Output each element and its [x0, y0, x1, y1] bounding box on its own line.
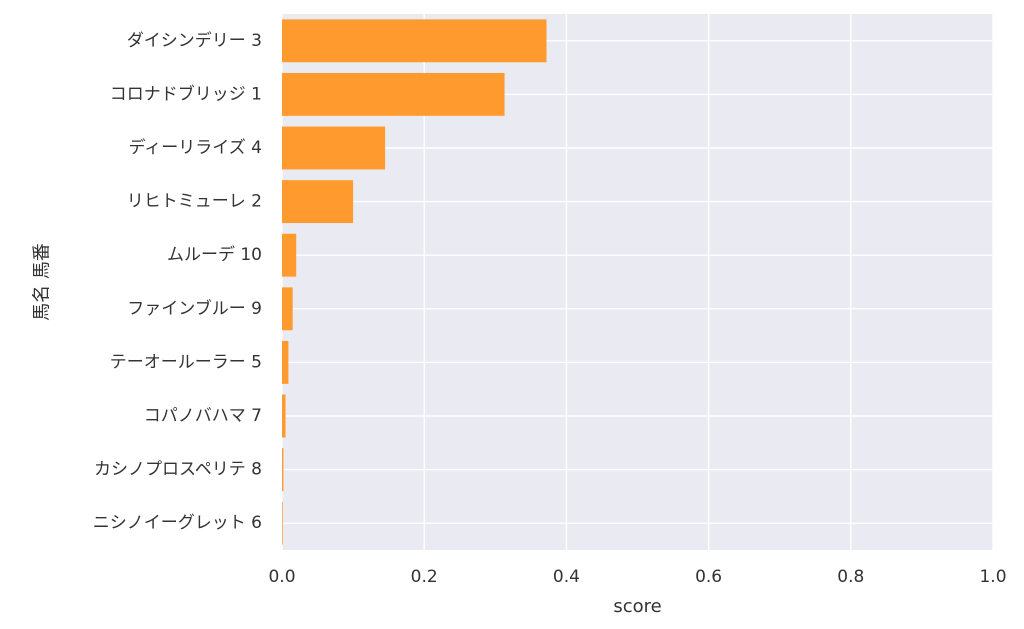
x-tick-label: 0.2 [411, 567, 438, 587]
x-tick-label: 0.6 [695, 567, 722, 587]
y-tick-label: ニシノイーグレット 6 [93, 513, 262, 533]
x-tick-label: 0.0 [268, 567, 295, 587]
bar [282, 501, 283, 545]
y-axis-title: 馬名 馬番 [32, 243, 53, 321]
x-tick-label: 1.0 [979, 567, 1006, 587]
y-tick-label: リヒトミューレ 2 [127, 192, 262, 212]
bar [282, 287, 293, 331]
bar [282, 126, 386, 170]
bars [282, 19, 547, 545]
bar [282, 340, 289, 384]
y-tick-label: コロナドブリッジ 1 [110, 83, 262, 104]
x-tick-label: 0.4 [553, 567, 580, 587]
bar [282, 394, 286, 438]
y-tick-label: ディーリライズ 4 [128, 137, 262, 158]
x-axis-title: score [613, 596, 661, 617]
y-tick-label: ダイシンデリー 3 [127, 30, 262, 51]
bar [282, 180, 354, 224]
x-tick-label: 0.8 [837, 567, 864, 587]
y-tick-label: テーオールーラー 5 [110, 352, 262, 372]
bar [282, 233, 297, 277]
x-tick-labels: 0.0 0.2 0.4 0.6 0.8 1.0 [268, 567, 1006, 587]
bar [282, 19, 547, 63]
y-tick-labels: ダイシンデリー 3 コロナドブリッジ 1 ディーリライズ 4 リヒトミューレ 2 ムルー… [93, 30, 262, 533]
bar [282, 448, 284, 492]
y-tick-label: カシノプロスペリテ 8 [94, 460, 262, 480]
y-tick-label: ファインブルー 9 [127, 298, 262, 319]
y-tick-label: ムルーデ 10 [167, 244, 262, 265]
bar [282, 72, 505, 116]
y-tick-label: コパノバハマ 7 [144, 406, 262, 426]
